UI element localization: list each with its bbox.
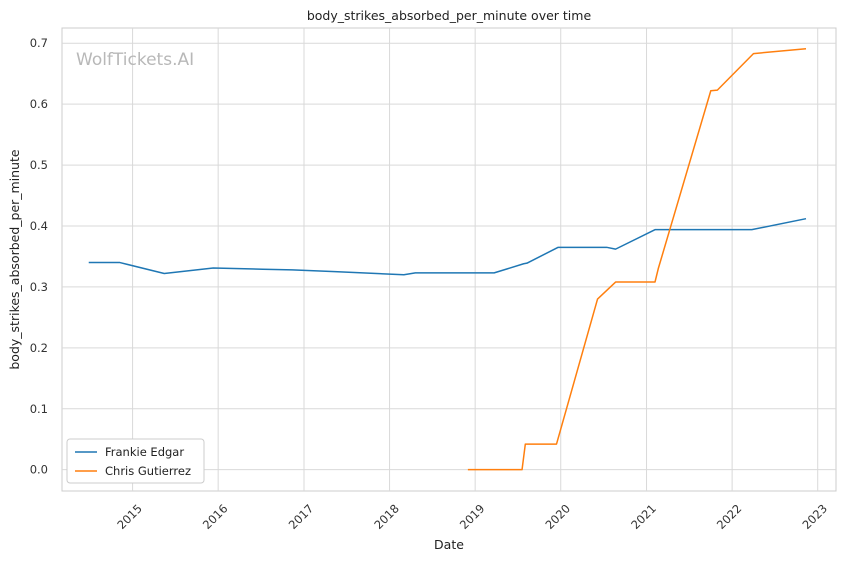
y-tick-labels: 0.0 0.1 0.2 0.3 0.4 0.5 0.6 0.7 <box>30 36 48 476</box>
series-line-0 <box>88 217 807 276</box>
y-tick-label: 0.4 <box>30 219 48 233</box>
y-tick-label: 0.7 <box>30 36 48 50</box>
y-tick-label: 0.0 <box>30 463 48 477</box>
legend-label-1: Chris Gutierrez <box>105 464 191 478</box>
x-tick-label: 2018 <box>371 501 402 532</box>
y-tick-label: 0.2 <box>30 341 48 355</box>
x-axis-title: Date <box>434 537 464 552</box>
y-tick-label: 0.5 <box>30 158 48 172</box>
legend: Frankie Edgar Chris Gutierrez <box>66 438 205 484</box>
legend-label-0: Frankie Edgar <box>105 445 184 459</box>
legend-box <box>66 438 205 484</box>
series-group <box>88 47 807 471</box>
x-tick-label: 2021 <box>628 501 659 532</box>
y-axis-title: body_strikes_absorbed_per_minute <box>7 149 22 370</box>
chart-title: body_strikes_absorbed_per_minute over ti… <box>307 8 592 23</box>
x-tick-labels: 2015 2016 2017 2018 2019 2020 2021 2022 2023 <box>114 501 830 532</box>
watermark: WolfTickets.AI <box>76 50 194 70</box>
series-line-1 <box>467 47 807 471</box>
y-tick-label: 0.6 <box>30 97 48 111</box>
grid <box>62 28 836 491</box>
x-tick-label: 2016 <box>200 501 231 532</box>
x-tick-label: 2019 <box>457 501 488 532</box>
x-tick-label: 2020 <box>542 501 573 532</box>
x-tick-label: 2023 <box>799 501 830 532</box>
y-tick-label: 0.3 <box>30 280 48 294</box>
x-tick-label: 2015 <box>114 501 145 532</box>
x-tick-label: 2017 <box>286 501 317 532</box>
x-tick-label: 2022 <box>714 501 745 532</box>
y-tick-label: 0.1 <box>30 402 48 416</box>
plot-area <box>61 27 837 492</box>
